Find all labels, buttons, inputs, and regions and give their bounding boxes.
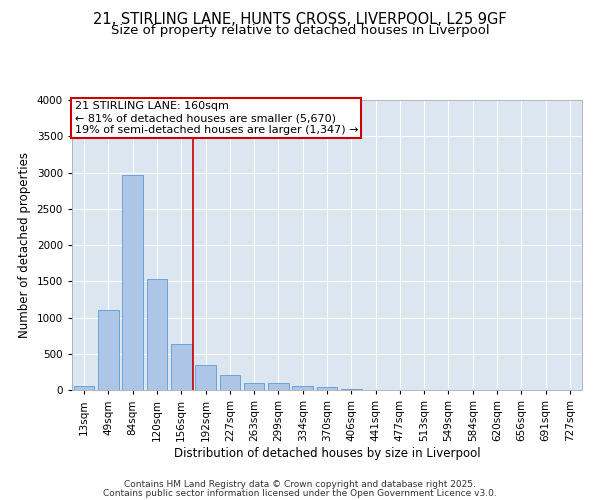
Bar bbox=[220, 375, 240, 390]
Bar bbox=[268, 384, 289, 390]
Text: 21 STIRLING LANE: 160sqm
← 81% of detached houses are smaller (5,670)
19% of sem: 21 STIRLING LANE: 160sqm ← 81% of detach… bbox=[74, 102, 358, 134]
X-axis label: Distribution of detached houses by size in Liverpool: Distribution of detached houses by size … bbox=[173, 446, 481, 460]
Bar bbox=[146, 279, 167, 390]
Bar bbox=[195, 364, 216, 390]
Bar bbox=[244, 384, 265, 390]
Text: Contains public sector information licensed under the Open Government Licence v3: Contains public sector information licen… bbox=[103, 489, 497, 498]
Bar bbox=[122, 174, 143, 390]
Text: 21, STIRLING LANE, HUNTS CROSS, LIVERPOOL, L25 9GF: 21, STIRLING LANE, HUNTS CROSS, LIVERPOO… bbox=[93, 12, 507, 28]
Bar bbox=[292, 386, 313, 390]
Text: Contains HM Land Registry data © Crown copyright and database right 2025.: Contains HM Land Registry data © Crown c… bbox=[124, 480, 476, 489]
Bar bbox=[317, 388, 337, 390]
Bar bbox=[341, 388, 362, 390]
Bar bbox=[74, 386, 94, 390]
Bar bbox=[171, 344, 191, 390]
Y-axis label: Number of detached properties: Number of detached properties bbox=[18, 152, 31, 338]
Text: Size of property relative to detached houses in Liverpool: Size of property relative to detached ho… bbox=[110, 24, 490, 37]
Bar bbox=[98, 310, 119, 390]
